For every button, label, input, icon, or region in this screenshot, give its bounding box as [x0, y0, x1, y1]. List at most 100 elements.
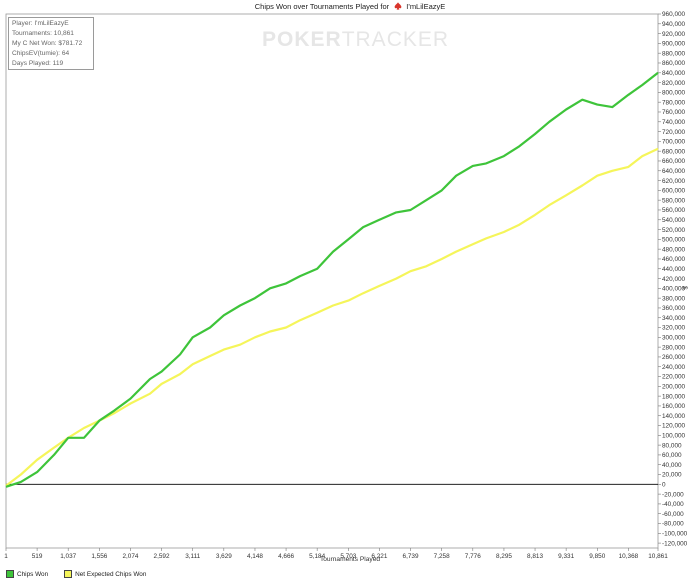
- y-tick-label: 40,000: [662, 462, 682, 469]
- legend: Chips Won Net Expected Chips Won: [6, 568, 146, 580]
- y-tick-label: 640,000: [662, 168, 686, 175]
- legend-item-chips-won[interactable]: Chips Won: [6, 570, 48, 578]
- y-tick-label: 300,000: [662, 335, 686, 342]
- stats-box: Player: I'mLilEazyE Tournaments: 10,861 …: [8, 17, 94, 70]
- y-tick-label: 20,000: [662, 472, 682, 479]
- x-tick-label: 2,074: [122, 553, 138, 560]
- y-tick-label: 860,000: [662, 60, 686, 67]
- x-tick-label: 6,221: [371, 553, 387, 560]
- watermark-part1: POKER: [262, 28, 342, 51]
- x-tick-label: 4,148: [247, 553, 263, 560]
- y-tick-label: 240,000: [662, 364, 686, 371]
- y-tick-label: 900,000: [662, 41, 686, 48]
- chart-title: Chips Won over Tournaments Played for I'…: [0, 2, 700, 11]
- y-tick-label: 340,000: [662, 315, 686, 322]
- x-tick-label: 9,331: [558, 553, 574, 560]
- y-tick-label: 940,000: [662, 21, 686, 28]
- stats-tournaments: Tournaments: 10,861: [12, 30, 74, 37]
- y-tick-label: 420,000: [662, 276, 686, 283]
- y-tick-label: 0: [662, 482, 666, 489]
- x-tick-label: 3,111: [185, 553, 200, 560]
- y-tick-label: 400,000: [662, 286, 686, 293]
- legend-label-expected: Net Expected Chips Won: [75, 570, 147, 578]
- legend-label-chips-won: Chips Won: [17, 570, 49, 578]
- y-tick-label: 660,000: [662, 158, 686, 165]
- chart-title-prefix: Chips Won over Tournaments Played for: [254, 2, 390, 11]
- stats-days-played: Days Played: 119: [12, 60, 64, 67]
- y-tick-label: 220,000: [662, 374, 686, 381]
- plot-area: [5, 13, 659, 549]
- y-tick-label: 680,000: [662, 148, 686, 155]
- y-tick-label: 780,000: [662, 99, 686, 106]
- x-tick-label: 1: [4, 553, 8, 560]
- chart-title-player: I'mLilEazyE: [406, 2, 446, 11]
- y-axis-label: $: [681, 286, 688, 290]
- y-tick-label: 180,000: [662, 393, 686, 400]
- y-tick-label: -100,000: [662, 531, 688, 538]
- y-tick-label: -120,000: [662, 540, 688, 547]
- y-tick-label: 600,000: [662, 188, 686, 195]
- y-tick-label: 620,000: [662, 178, 686, 185]
- x-tick-label: 519: [32, 553, 43, 560]
- legend-swatch-chips-won: [6, 570, 14, 578]
- x-tick-label: 5,184: [309, 553, 325, 560]
- stats-player: Player: I'mLilEazyE: [12, 20, 69, 27]
- y-tick-label: 280,000: [662, 344, 686, 351]
- y-tick-label: 880,000: [662, 50, 686, 57]
- legend-swatch-expected: [64, 570, 73, 578]
- y-tick-label: 80,000: [662, 442, 682, 449]
- y-tick-label: 700,000: [662, 139, 686, 146]
- y-tick-label: 760,000: [662, 109, 686, 116]
- stats-chips-ev: ChipsEV(tumie): 64: [12, 50, 70, 57]
- series-line-expected: [5, 147, 659, 487]
- y-tick-label: 260,000: [662, 354, 686, 361]
- y-tick-label: 480,000: [662, 246, 686, 253]
- x-axis-label: Tournaments Played: [319, 556, 381, 563]
- y-tick-label: 520,000: [662, 227, 686, 234]
- watermark-part2: TRACKER: [341, 28, 450, 51]
- x-tick-label: 7,258: [434, 553, 450, 560]
- x-tick-label: 10,368: [619, 553, 639, 560]
- y-tick-label: 800,000: [662, 90, 686, 97]
- y-tick-label: 820,000: [662, 80, 686, 87]
- y-tick-label: -20,000: [662, 491, 684, 498]
- y-tick-label: 160,000: [662, 403, 686, 410]
- y-tick-label: 320,000: [662, 325, 686, 332]
- x-tick-label: 1,556: [91, 553, 107, 560]
- x-tick-label: 2,592: [154, 553, 170, 560]
- y-tick-label: 60,000: [662, 452, 682, 459]
- x-tick-label: 3,629: [216, 553, 232, 560]
- series-line-chips-won: [5, 71, 659, 488]
- y-tick-label: 840,000: [662, 70, 686, 77]
- y-tick-label: 460,000: [662, 256, 686, 263]
- y-tick-label: -40,000: [662, 501, 684, 508]
- x-tick-label: 5,703: [340, 553, 356, 560]
- stats-net-won: My C Net Won: $781.72: [12, 40, 83, 47]
- y-tick-label: 140,000: [662, 413, 686, 420]
- y-tick-label: 920,000: [662, 31, 686, 38]
- y-tick-label: 380,000: [662, 295, 686, 302]
- x-tick-label: 10,861: [648, 553, 668, 560]
- y-tick-label: 500,000: [662, 237, 686, 244]
- legend-item-expected[interactable]: Net Expected Chips Won: [64, 570, 146, 578]
- y-tick-label: 200,000: [662, 384, 686, 391]
- series-layer: [5, 71, 659, 488]
- x-tick-label: 6,739: [403, 553, 419, 560]
- y-tick-label: 440,000: [662, 266, 686, 273]
- y-tick-label: 720,000: [662, 129, 686, 136]
- x-tick-label: 4,666: [278, 553, 294, 560]
- y-tick-label: 120,000: [662, 423, 686, 430]
- x-tick-label: 9,850: [589, 553, 605, 560]
- y-tick-label: 560,000: [662, 207, 686, 214]
- y-axis: 960,000 940,000 920,000 900,000 880,000 860,0…: [658, 11, 688, 547]
- x-axis: 1 519 1,037 1,556 2,074 2,592 3,111 3,629 4,148 4…: [4, 548, 668, 560]
- y-tick-label: -60,000: [662, 511, 684, 518]
- y-tick-label: 960,000: [662, 11, 686, 18]
- y-tick-label: 540,000: [662, 217, 686, 224]
- y-tick-label: 740,000: [662, 119, 686, 126]
- y-tick-label: -80,000: [662, 521, 684, 528]
- x-tick-label: 1,037: [60, 553, 76, 560]
- pokertracker-watermark: POKERTRACKER: [262, 28, 449, 52]
- x-tick-label: 8,295: [496, 553, 512, 560]
